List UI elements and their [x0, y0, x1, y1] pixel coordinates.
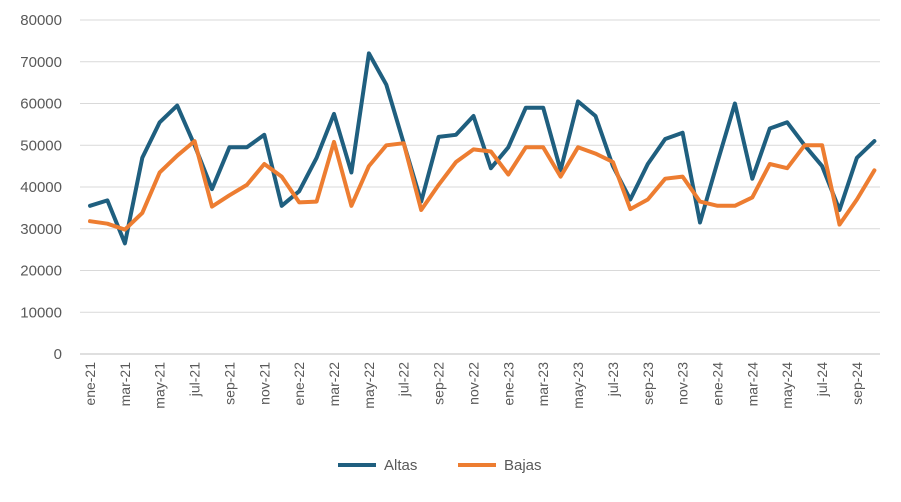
x-tick-label: nov-22 [465, 362, 481, 405]
legend-item-bajas: Bajas [458, 457, 542, 474]
y-tick-label: 40000 [20, 179, 62, 196]
series-line-altas [90, 53, 874, 243]
x-tick-label: sep-21 [221, 362, 237, 405]
x-tick-label: mar-23 [535, 362, 551, 407]
legend: Altas Bajas [338, 457, 542, 474]
x-tick-label: jul-23 [605, 362, 621, 397]
x-tick-label: mar-24 [744, 362, 760, 407]
x-tick-label: jul-22 [396, 362, 412, 397]
y-tick-label: 10000 [20, 304, 62, 321]
y-tick-label: 50000 [20, 137, 62, 154]
x-tick-label: nov-21 [256, 362, 272, 405]
x-tick-label: may-23 [570, 362, 586, 409]
series-line-bajas [90, 141, 874, 230]
x-tick-label: nov-23 [675, 362, 691, 405]
legend-label: Altas [384, 457, 417, 474]
x-tick-label: ene-22 [291, 362, 307, 406]
y-tick-label: 20000 [20, 263, 62, 280]
y-tick-label: 60000 [20, 96, 62, 113]
x-tick-label: jul-21 [187, 362, 203, 397]
legend-item-altas: Altas [338, 457, 417, 474]
x-tick-label: ene-23 [500, 362, 516, 406]
x-tick-label: sep-22 [431, 362, 447, 405]
y-tick-label: 0 [54, 346, 62, 363]
x-tick-label: sep-24 [849, 362, 865, 405]
x-tick-label: ene-21 [82, 362, 98, 406]
series-lines [90, 53, 875, 243]
legend-label: Bajas [504, 457, 542, 474]
y-tick-label: 80000 [20, 12, 62, 29]
x-tick-label: mar-21 [117, 362, 133, 407]
x-tick-label: may-22 [361, 362, 377, 409]
y-axis-ticks: 0 10000 20000 30000 40000 50000 60000 70000 8000… [20, 12, 62, 363]
x-tick-label: may-21 [152, 362, 168, 409]
x-axis-ticks: ene-21 mar-21 may-21 jul-21 sep-21 nov-21 ene-… [82, 362, 865, 409]
x-tick-label: mar-22 [326, 362, 342, 407]
y-tick-label: 30000 [20, 221, 62, 238]
x-tick-label: ene-24 [709, 362, 725, 406]
x-tick-label: jul-24 [814, 362, 830, 397]
y-tick-label: 70000 [20, 54, 62, 71]
x-tick-label: sep-23 [640, 362, 656, 405]
x-tick-label: may-24 [779, 362, 795, 409]
